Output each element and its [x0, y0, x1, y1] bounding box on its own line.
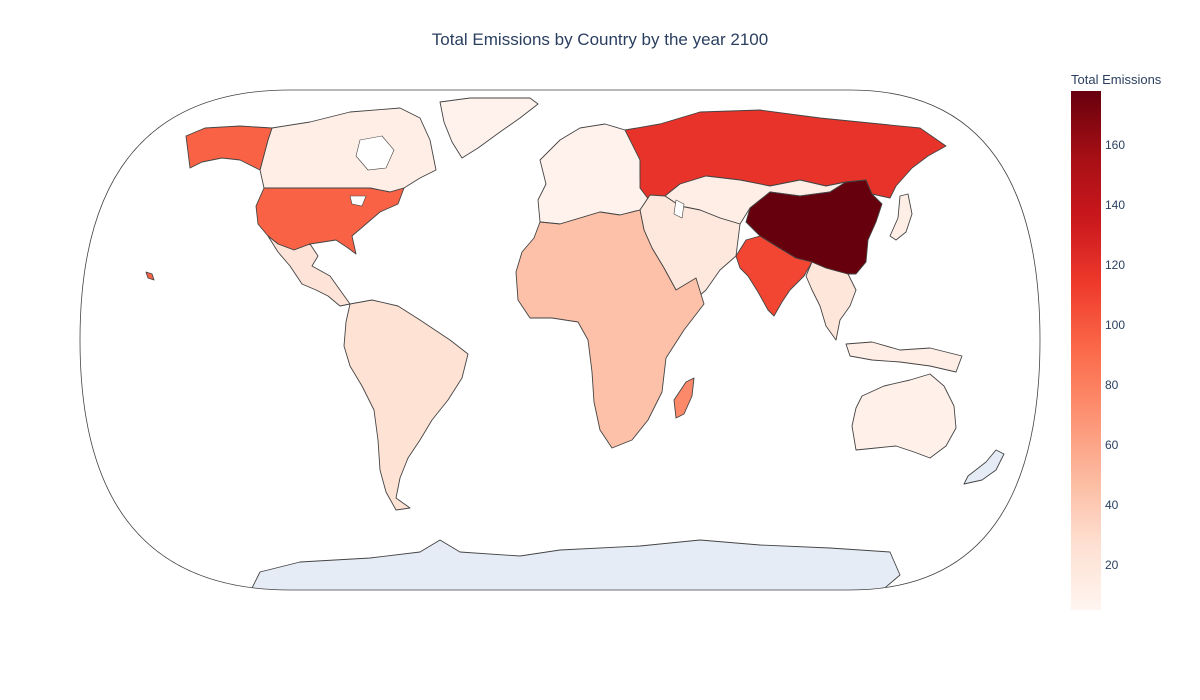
region-indonesia[interactable] [845, 341, 963, 373]
chart-title: Total Emissions by Country by the year 2… [431, 30, 769, 49]
region-greenland[interactable] [439, 97, 539, 159]
map-regions [145, 97, 1005, 592]
colorbar-tick-label: 120 [1105, 258, 1125, 272]
region-japan[interactable] [889, 193, 913, 241]
region-australia[interactable] [851, 373, 957, 459]
colorbar-tick-label: 160 [1105, 138, 1125, 152]
region-madagascar[interactable] [673, 377, 695, 419]
colorbar-tick-label: 80 [1105, 378, 1119, 392]
region-china[interactable] [745, 179, 883, 275]
lake-caspian [673, 199, 685, 219]
colorbar-ticks: 20 40 60 80 100 120 140 160 [1105, 138, 1125, 572]
colorbar-tick-label: 20 [1105, 558, 1119, 572]
globe-outline [79, 89, 1041, 591]
lake-hudson-bay [355, 135, 395, 171]
colorbar-title: Total Emissions [1071, 72, 1162, 87]
colorbar-tick-label: 100 [1105, 318, 1125, 332]
region-new-zealand[interactable] [963, 449, 1005, 485]
colorbar-gradient [1071, 91, 1101, 610]
colorbar: Total Emissions 20 40 60 80 100 120 140 160 [1071, 72, 1162, 610]
lake-great-lakes [349, 195, 367, 207]
region-canada[interactable] [259, 107, 437, 193]
colorbar-tick-label: 40 [1105, 498, 1119, 512]
colorbar-tick-label: 140 [1105, 198, 1125, 212]
region-south-america[interactable] [343, 299, 469, 511]
region-alaska[interactable] [185, 125, 273, 171]
region-mexico[interactable] [267, 235, 351, 307]
region-antarctica[interactable] [249, 539, 901, 592]
colorbar-tick-label: 60 [1105, 438, 1119, 452]
region-hawaii[interactable] [145, 271, 155, 281]
region-africa[interactable] [515, 209, 705, 449]
